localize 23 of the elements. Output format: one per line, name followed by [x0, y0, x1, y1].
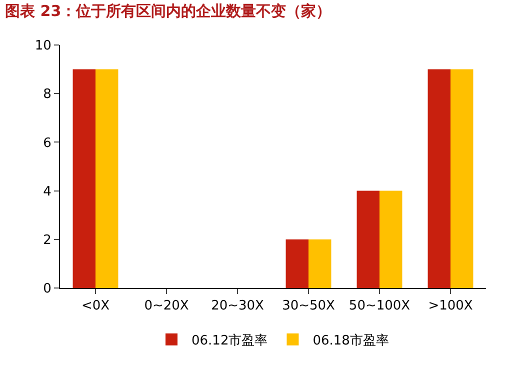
x-tick-label: <0X — [81, 298, 110, 314]
bar — [380, 190, 402, 288]
y-tick-label: 4 — [43, 184, 52, 200]
bar — [450, 69, 474, 288]
y-tick-label: 2 — [43, 232, 52, 248]
x-tick-label: 30~50X — [282, 298, 336, 314]
x-tick-label: 0~20X — [144, 298, 189, 314]
y-tick-label: 0 — [43, 282, 52, 297]
bar — [308, 239, 332, 288]
y-tick-label: 6 — [43, 136, 52, 151]
y-tick-label: 8 — [43, 87, 52, 102]
bar — [428, 69, 450, 288]
bar — [356, 190, 380, 288]
bar — [96, 69, 118, 288]
x-tick-label: 50~100X — [348, 298, 410, 314]
legend-label: 06.18市盈率 — [312, 332, 389, 348]
y-tick-label: 10 — [34, 38, 52, 54]
x-tick-label: >100X — [428, 298, 473, 314]
chart-title: 图表 23：位于所有区间内的企业数量不变（家） — [5, 2, 332, 20]
legend-label: 06.12市盈率 — [192, 332, 268, 348]
bar — [72, 69, 96, 288]
x-tick-label: 20~30X — [211, 298, 264, 314]
bar — [286, 239, 308, 288]
